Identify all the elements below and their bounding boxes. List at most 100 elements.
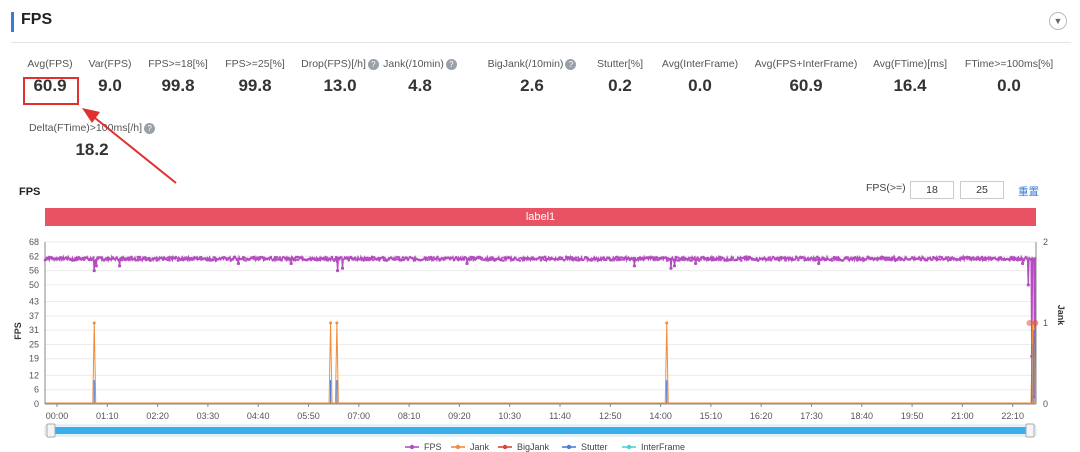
metric-label-text: BigJank(/10min) — [487, 58, 564, 70]
fps-point — [229, 259, 232, 262]
fps-point — [634, 258, 638, 262]
fps-point — [1031, 258, 1034, 262]
help-icon[interactable]: ? — [367, 59, 379, 70]
fps-point — [868, 256, 872, 260]
fps-point — [845, 257, 849, 260]
fps-point — [556, 258, 559, 261]
fps-point — [326, 258, 330, 262]
metric-label: FTime>=100ms[%] — [939, 58, 1079, 70]
fps-point — [216, 257, 220, 261]
y2-tick-label: 1 — [1043, 318, 1048, 328]
fps-point — [628, 257, 631, 260]
fps-point — [463, 255, 467, 259]
fps-point — [581, 258, 585, 262]
help-icon[interactable]: ? — [445, 59, 457, 70]
reset-link[interactable]: 重置 — [1018, 186, 1039, 198]
fps-point — [883, 256, 887, 260]
fps-point — [889, 258, 893, 262]
fps-point — [94, 259, 97, 262]
fps-threshold-input-2[interactable]: 25 — [960, 181, 1004, 199]
fps-point — [132, 257, 135, 261]
fps-dip-point — [335, 268, 340, 273]
fps-point — [372, 256, 376, 259]
legend-label: Stutter — [581, 442, 608, 452]
fps-point — [740, 259, 743, 262]
fps-point — [632, 257, 635, 260]
fps-point — [822, 256, 825, 260]
fps-point — [339, 256, 342, 260]
fps-dip-point — [1021, 261, 1025, 266]
fps-point — [548, 257, 551, 260]
fps-dip-point — [817, 261, 821, 266]
help-icon[interactable]: ? — [144, 123, 156, 134]
fps-dip-point — [1026, 283, 1030, 287]
fps-point — [159, 256, 163, 260]
fps-point — [775, 257, 779, 261]
fps-point — [482, 258, 486, 262]
fps-point — [986, 257, 990, 260]
fps-point — [545, 258, 549, 261]
fps-point — [699, 256, 703, 260]
fps-point — [277, 258, 281, 261]
fps-point — [391, 257, 395, 261]
fps-point — [723, 259, 726, 262]
fps-point — [172, 256, 175, 260]
x-tick-label: 11:40 — [549, 411, 571, 421]
fps-point — [398, 258, 401, 262]
fps-point — [727, 258, 730, 262]
fps-point — [402, 258, 406, 262]
fps-point — [510, 258, 513, 261]
fps-point — [999, 256, 1003, 259]
zoom-slider-left-handle[interactable] — [46, 423, 56, 438]
fps-point — [936, 258, 939, 262]
metric-0: Avg(FPS) 60.9 — [0, 58, 120, 96]
fps-point — [934, 257, 937, 260]
help-icon[interactable]: ? — [565, 59, 577, 70]
fps-point — [353, 256, 357, 260]
fps-point — [872, 257, 876, 261]
fps-point — [605, 258, 608, 261]
fps-point — [915, 257, 918, 261]
chevron-down-icon[interactable]: ▼ — [1049, 12, 1067, 30]
fps-point — [946, 259, 950, 262]
fps-point — [733, 258, 737, 262]
zoom-slider-fill — [48, 427, 1033, 434]
fps-point — [748, 255, 751, 259]
zoom-slider-right-handle[interactable] — [1025, 423, 1035, 438]
fps-point — [237, 257, 241, 261]
fps-point — [434, 257, 437, 261]
fps-point — [476, 255, 479, 259]
jank-point — [665, 321, 669, 325]
fps-point — [239, 257, 243, 261]
fps-point — [486, 259, 490, 262]
fps-point — [925, 259, 929, 262]
fps-point — [596, 259, 600, 262]
fps-point — [467, 258, 471, 261]
y-tick-label: 43 — [29, 297, 39, 307]
fps-point — [220, 256, 224, 260]
fps-point — [862, 259, 865, 262]
fps-point — [695, 258, 699, 261]
x-tick-label: 17:30 — [800, 411, 823, 421]
metric-1: Var(FPS) 9.0 — [40, 58, 180, 96]
fps-point — [832, 255, 836, 259]
metric-value: 9.0 — [98, 76, 122, 95]
fps-point — [311, 257, 315, 261]
fps-point — [864, 258, 868, 261]
fps-point — [174, 255, 178, 259]
fps-point — [284, 257, 287, 261]
fps-point — [782, 256, 785, 260]
fps-point — [73, 258, 76, 262]
fps-point — [881, 255, 884, 259]
fps-point — [88, 258, 91, 262]
fps-point — [693, 258, 697, 261]
fps-point — [879, 256, 882, 259]
fps-point — [385, 259, 389, 262]
fps-point — [493, 259, 496, 262]
fps-point — [754, 257, 758, 261]
fps-point — [575, 258, 578, 262]
fps-point — [275, 255, 279, 259]
fps-point — [58, 256, 62, 260]
fps-point — [290, 256, 294, 259]
fps-threshold-input-1[interactable]: 18 — [910, 181, 954, 199]
